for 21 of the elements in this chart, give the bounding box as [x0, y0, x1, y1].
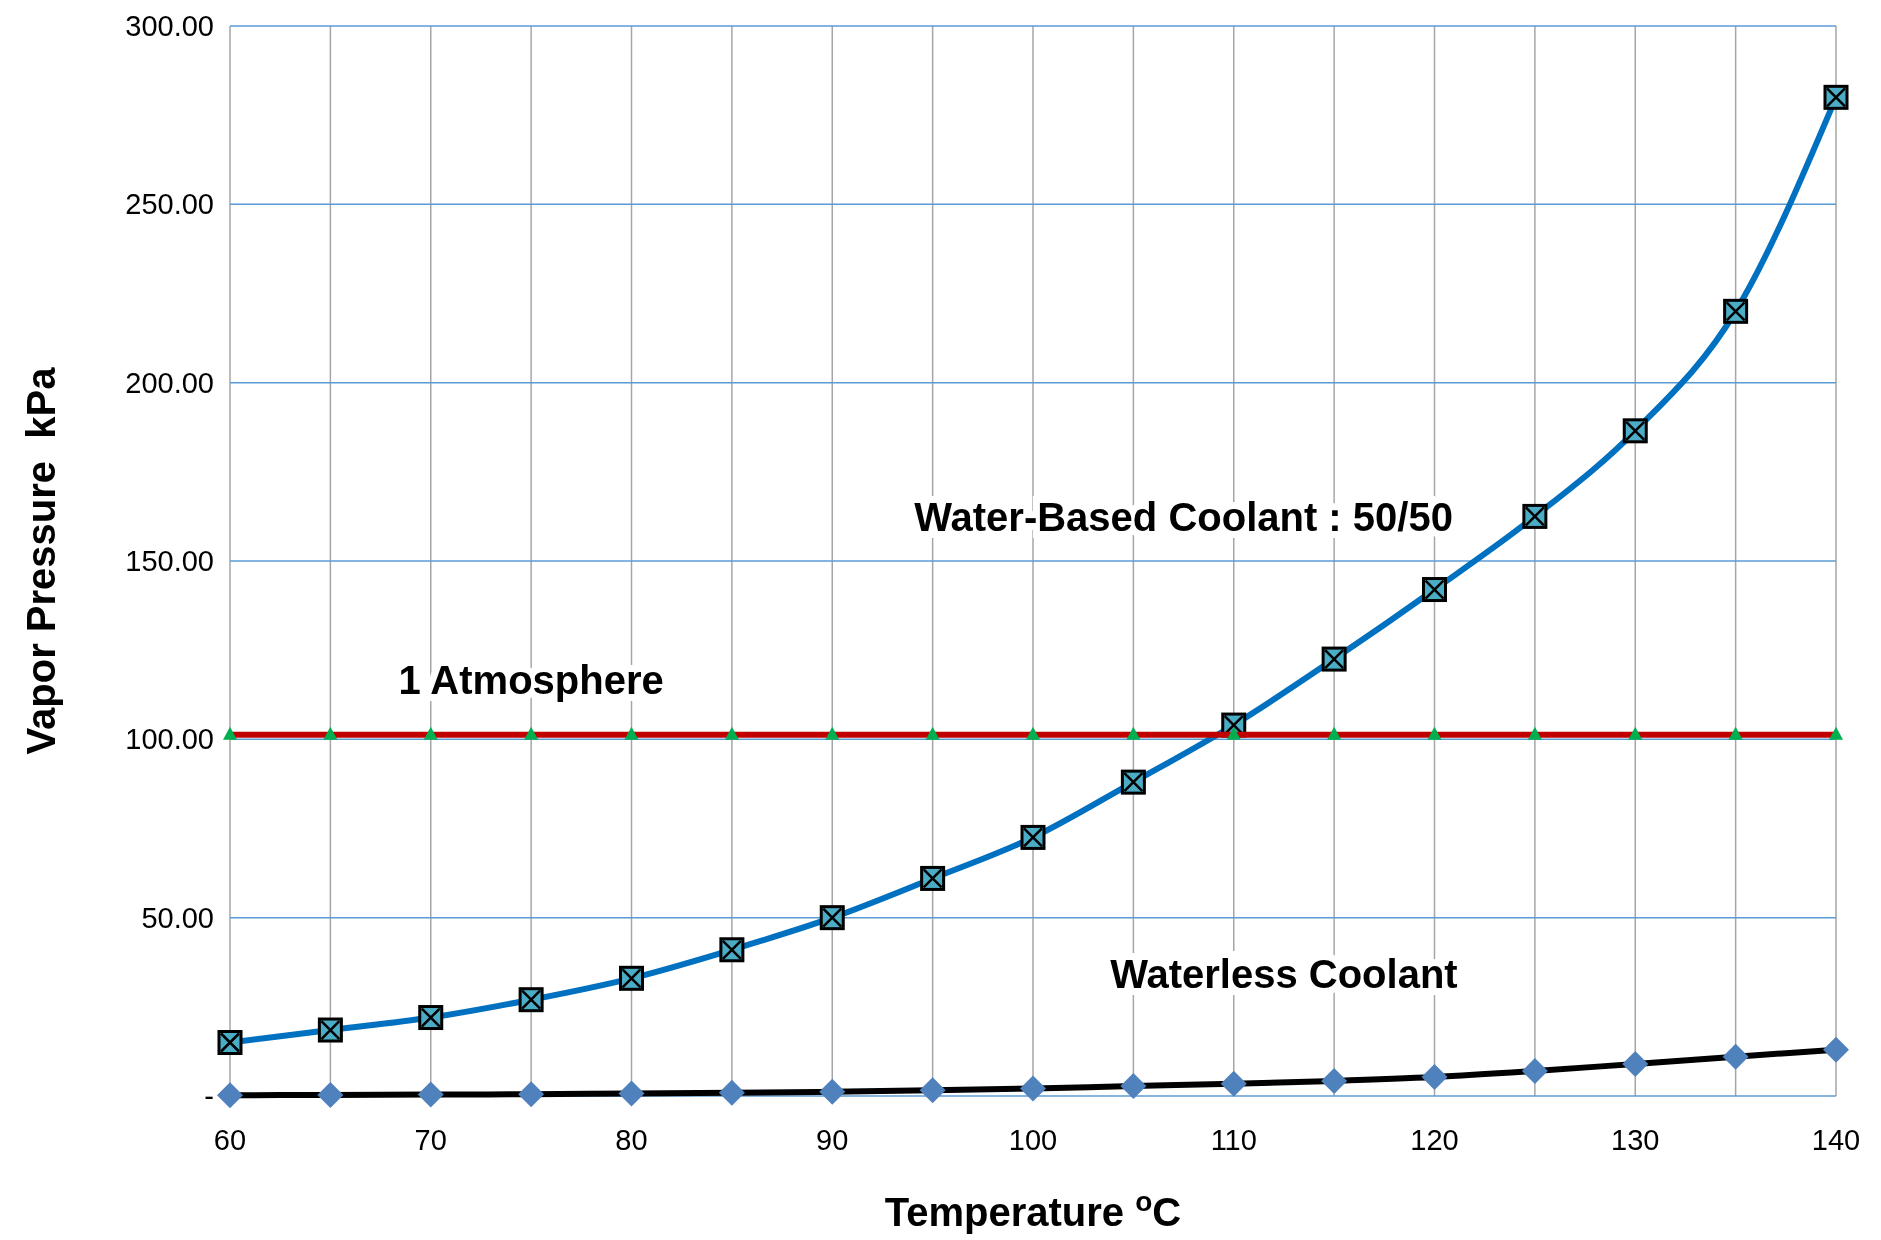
y-tick-label: 50.00 — [141, 901, 214, 934]
y-tick-label: 200.00 — [125, 366, 214, 399]
x-tick-label: 70 — [414, 1124, 447, 1156]
x-tick-label: 120 — [1410, 1124, 1459, 1156]
series-label: Waterless Coolant — [1110, 951, 1458, 996]
series-label: 1 Atmosphere — [398, 657, 664, 702]
x-tick-label: 140 — [1811, 1124, 1861, 1156]
y-tick-label: 300.00 — [125, 10, 214, 43]
y-tick-label: 150.00 — [125, 545, 214, 578]
x-tick-label: 110 — [1210, 1124, 1257, 1156]
x-tick-label: 130 — [1611, 1124, 1660, 1156]
x-tick-label: 100 — [1008, 1124, 1058, 1156]
series-label: Water-Based Coolant : 50/50 — [914, 495, 1453, 540]
x-axis-title: Temperature $^{o}$C — [884, 1185, 1182, 1234]
y-tick-label: 100.00 — [125, 723, 214, 756]
x-tick-label: 90 — [816, 1124, 849, 1156]
x-tick-label: 60 — [213, 1124, 247, 1156]
y-axis-title: Vapor Pressure kPa — [19, 366, 63, 755]
y-tick-label: - — [204, 1080, 214, 1113]
y-tick-label: 250.00 — [125, 188, 214, 221]
x-tick-label: 80 — [615, 1124, 648, 1156]
